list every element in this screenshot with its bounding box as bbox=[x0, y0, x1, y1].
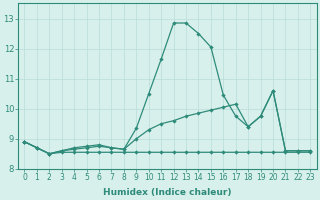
X-axis label: Humidex (Indice chaleur): Humidex (Indice chaleur) bbox=[103, 188, 232, 197]
